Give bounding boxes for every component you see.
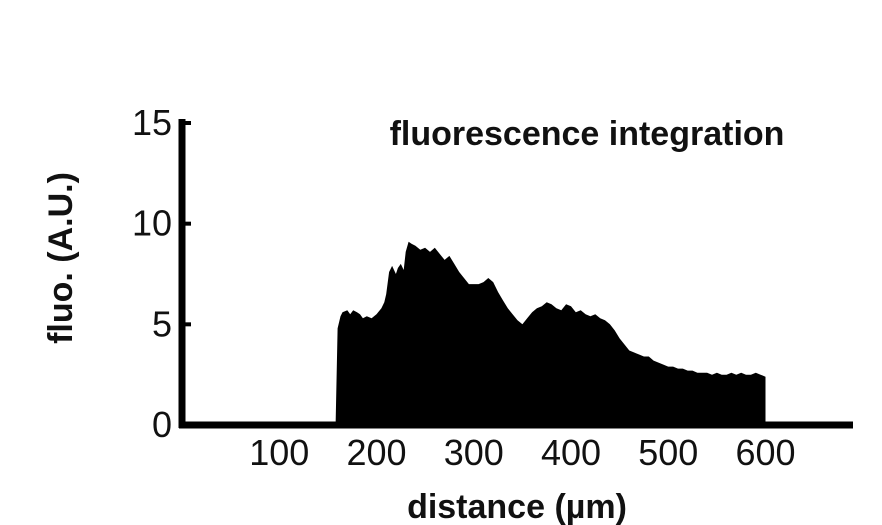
y-tick-label: 15 (132, 102, 172, 143)
x-axis-title: distance (µm) (407, 488, 627, 525)
x-tick-label: 500 (638, 432, 698, 473)
annotation-label: fluorescence integration (390, 115, 785, 153)
x-tick-label: 100 (249, 432, 309, 473)
x-tick-label: 200 (346, 432, 406, 473)
x-tick-label: 300 (444, 432, 504, 473)
x-tick-label: 600 (735, 432, 795, 473)
y-axis-title: fluo. (A.U.) (42, 172, 80, 344)
x-axis-ticks: 100 200 300 400 500 600 (249, 432, 795, 473)
y-axis-ticks: 0 5 10 15 (132, 102, 191, 445)
y-tick-label: 10 (132, 203, 172, 244)
series-area (182, 241, 766, 425)
plot-area: 100 200 300 400 500 600 0 5 10 15 (132, 102, 853, 473)
y-tick-label: 0 (152, 404, 172, 445)
x-tick-label: 400 (541, 432, 601, 473)
y-tick-label: 5 (152, 303, 172, 344)
